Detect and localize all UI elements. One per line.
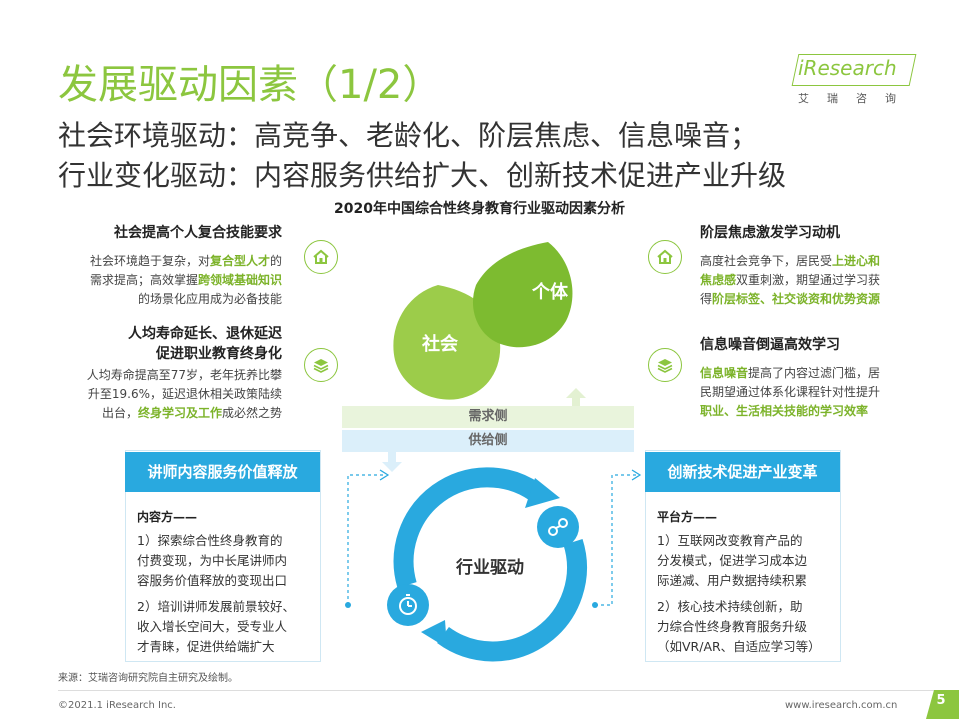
left-box-text: 1）探索综合性终身教育的 付费变现，为中长尾讲师内 容服务价值释放的变现出口 2… (137, 533, 295, 654)
page-title: 发展驱动因素（1/2） (58, 62, 443, 108)
petal-individual-label: 个体 (532, 282, 568, 303)
subtitle-line-1: 社会环境驱动：高竞争、老龄化、阶层焦虑、信息噪音； (58, 119, 759, 152)
page-number: 5 (936, 693, 946, 708)
cycle-center-label: 行业驱动 (456, 558, 524, 578)
subtitle-line-2: 行业变化驱动：内容服务供给扩大、创新技术促进产业升级 (58, 159, 787, 192)
website-link[interactable]: www.iresearch.com.cn (785, 700, 898, 711)
demand-side-bar: 需求侧 (342, 406, 634, 428)
left-top-heading: 社会提高个人复合技能要求 (114, 225, 282, 241)
footer-divider (58, 690, 938, 691)
right-mid-text: 信息噪音提高了内容过滤门槛，居 民期望通过体系化课程针对性提升 职业、生活相关技… (700, 366, 881, 418)
right-box-text: 1）互联网改变教育产品的 分发模式，促进学习成本边 际递减、用户数据持续积累 2… (657, 533, 821, 654)
right-box-head: 创新技术促进产业变革 (645, 452, 840, 492)
home-icon (648, 240, 682, 274)
logo-chinese-text: 艾瑞咨询 (798, 92, 914, 105)
left-mid-text: 人均寿命提高至77岁，老年抚养比攀 升至19.6%，延迟退休相关政策陆续 出台，… (86, 368, 282, 420)
layers-icon (648, 348, 682, 382)
supply-side-bar: 供给侧 (342, 430, 634, 452)
right-top-text: 高度社会竞争下，居民受上进心和 焦虑感双重刺激，期望通过学习获 得阶层标签、社交… (700, 254, 881, 306)
left-top-text: 社会环境趋于复杂，对复合型人才的 需求提高；高效掌握跨领域基础知识 的场景化应用… (89, 254, 282, 306)
page-number-badge (926, 690, 959, 719)
right-mid-heading: 信息噪音倒逼高效学习 (700, 337, 840, 353)
right-top-heading: 阶层焦虑激发学习动机 (700, 225, 840, 241)
logo-text: iResearch (798, 56, 897, 80)
link-icon (537, 506, 579, 548)
layers-icon (304, 348, 338, 382)
copyright: ©2021.1 iResearch Inc. (58, 700, 176, 711)
petal-diagram (393, 242, 573, 400)
up-arrow-icon (566, 388, 586, 408)
right-connector (592, 469, 642, 608)
petal-individual (472, 242, 573, 348)
source-note: 来源：艾瑞咨询研究院自主研究及绘制。 (58, 673, 238, 684)
petal-society-label: 社会 (422, 334, 458, 355)
left-connector (345, 469, 390, 608)
chart-title: 2020年中国综合性终身教育行业驱动因素分析 (334, 201, 625, 217)
iresearch-logo: iResearch 艾瑞咨询 (790, 48, 920, 108)
left-mid-heading: 人均寿命延长、退休延迟 促进职业教育终身化 (128, 326, 282, 362)
down-arrow-icon (382, 452, 402, 472)
supply-side-label: 供给侧 (468, 433, 508, 448)
home-icon (304, 240, 338, 274)
petal-society (393, 285, 501, 400)
left-box-head: 讲师内容服务价值释放 (125, 452, 320, 492)
clock-icon (387, 584, 429, 626)
right-box-label: 平台方—— (657, 510, 718, 524)
left-box-label: 内容方—— (137, 510, 198, 524)
industry-cycle-diagram (393, 467, 587, 662)
demand-side-label: 需求侧 (468, 409, 508, 424)
